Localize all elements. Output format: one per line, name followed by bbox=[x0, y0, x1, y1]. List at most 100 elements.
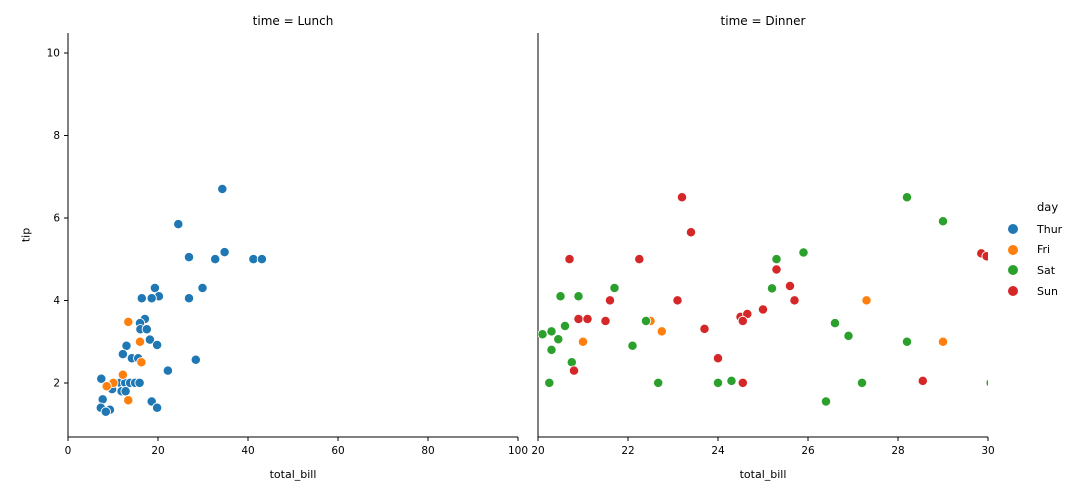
x-tick-label: 24 bbox=[711, 445, 725, 457]
legend: day Thur Fri Sat Sun bbox=[1003, 197, 1081, 301]
data-point-fri bbox=[117, 369, 129, 380]
data-point-fri bbox=[861, 295, 872, 306]
data-point-thur bbox=[162, 365, 174, 376]
facet-title-dinner: time = Dinner bbox=[720, 14, 806, 28]
data-point-fri bbox=[123, 395, 134, 406]
data-point-fri bbox=[656, 326, 667, 337]
legend-entry-fri: Fri bbox=[1003, 240, 1081, 261]
data-point-sat bbox=[546, 344, 557, 356]
data-point-sat bbox=[712, 377, 724, 389]
data-point-sat bbox=[546, 326, 557, 337]
data-point-sat bbox=[573, 291, 584, 302]
data-point-sun bbox=[568, 365, 580, 376]
legend-swatch-icon bbox=[1008, 244, 1018, 255]
data-point-sun bbox=[672, 295, 683, 306]
x-axis-label-dinner: total_bill bbox=[739, 468, 787, 481]
y-tick-label: 10 bbox=[47, 48, 60, 60]
legend-swatch-icon bbox=[1008, 224, 1018, 235]
data-point-sat bbox=[559, 320, 571, 332]
data-point-thur bbox=[210, 253, 221, 265]
data-point-fri bbox=[136, 357, 147, 368]
data-point-sat bbox=[609, 282, 620, 294]
data-point-sat bbox=[766, 283, 778, 294]
data-point-thur bbox=[256, 253, 268, 265]
data-point-sat bbox=[538, 329, 548, 340]
data-point-sun bbox=[789, 295, 800, 306]
data-point-thur bbox=[96, 373, 107, 384]
y-tick-label: 6 bbox=[53, 213, 60, 225]
data-point-sat bbox=[627, 340, 638, 351]
data-point-sun bbox=[685, 227, 697, 238]
data-point-sat bbox=[985, 378, 988, 388]
legend-label: Thur bbox=[1037, 222, 1063, 236]
data-point-sat bbox=[653, 377, 664, 389]
data-point-thur bbox=[141, 324, 152, 335]
x-tick-label: 40 bbox=[241, 445, 254, 457]
data-point-sun bbox=[699, 323, 710, 335]
axes-spines bbox=[537, 33, 988, 438]
data-point-sat bbox=[901, 192, 913, 203]
data-point-fri bbox=[577, 336, 589, 347]
data-point-thur bbox=[146, 293, 157, 304]
y-axis-label: tip bbox=[19, 227, 33, 243]
data-point-thur bbox=[144, 334, 156, 345]
legend-entry-thur: Thur bbox=[1003, 219, 1081, 240]
data-point-sat bbox=[553, 334, 564, 345]
x-tick-label: 20 bbox=[531, 445, 544, 457]
data-point-sat bbox=[726, 375, 737, 387]
x-tick-label: 30 bbox=[981, 445, 994, 457]
data-point-thur bbox=[100, 406, 111, 417]
axes-spines bbox=[67, 33, 518, 438]
data-point-sun bbox=[917, 375, 928, 387]
x-tick-label: 100 bbox=[508, 445, 528, 457]
data-point-thur bbox=[151, 402, 163, 413]
data-point-sat bbox=[856, 377, 868, 389]
legend-swatch-icon bbox=[1008, 286, 1018, 297]
y-tick-label: 8 bbox=[53, 130, 60, 142]
x-tick-label: 60 bbox=[331, 445, 344, 457]
data-point-sat bbox=[937, 216, 949, 227]
data-point-sat bbox=[901, 336, 913, 347]
y-tick-label: 4 bbox=[53, 295, 60, 307]
y-tick-label: 2 bbox=[53, 378, 60, 390]
data-point-sun bbox=[771, 264, 782, 275]
legend-title: day bbox=[1037, 200, 1059, 214]
data-point-sun bbox=[564, 253, 575, 265]
data-point-thur bbox=[151, 339, 163, 351]
legend-label: Fri bbox=[1037, 243, 1051, 257]
data-point-sat bbox=[798, 247, 809, 258]
data-point-sun bbox=[582, 313, 593, 325]
legend-entry-sat: Sat bbox=[1003, 260, 1081, 281]
data-point-thur bbox=[190, 354, 201, 365]
data-point-sat bbox=[544, 377, 555, 389]
data-point-thur bbox=[183, 251, 195, 263]
data-point-sun bbox=[604, 295, 616, 306]
data-point-sat bbox=[829, 317, 841, 329]
data-point-thur bbox=[173, 218, 184, 230]
data-point-sun bbox=[676, 192, 688, 203]
points-layer bbox=[95, 183, 268, 417]
x-tick-label: 22 bbox=[621, 445, 634, 457]
legend-swatch-icon bbox=[1008, 265, 1018, 276]
legend-label: Sat bbox=[1037, 263, 1056, 277]
data-point-sun bbox=[573, 313, 584, 325]
legend-entries: Thur Fri Sat Sun bbox=[1003, 219, 1081, 301]
data-point-thur bbox=[219, 246, 230, 258]
data-point-thur bbox=[197, 282, 208, 294]
data-point-sat bbox=[820, 396, 832, 407]
x-tick-label: 26 bbox=[801, 445, 815, 457]
x-tick-label: 80 bbox=[421, 445, 434, 457]
data-point-thur bbox=[134, 377, 145, 389]
data-point-fri bbox=[101, 381, 112, 392]
data-point-fri bbox=[134, 336, 146, 347]
data-point-sat bbox=[555, 291, 566, 302]
data-point-sat bbox=[843, 330, 854, 342]
data-point-sun bbox=[757, 304, 769, 315]
data-point-thur bbox=[136, 293, 147, 304]
data-point-sun bbox=[737, 315, 748, 327]
x-axis-label-lunch: total_bill bbox=[269, 468, 317, 481]
data-point-thur bbox=[97, 394, 108, 405]
data-point-thur bbox=[117, 348, 129, 360]
x-tick-label: 28 bbox=[891, 445, 904, 457]
